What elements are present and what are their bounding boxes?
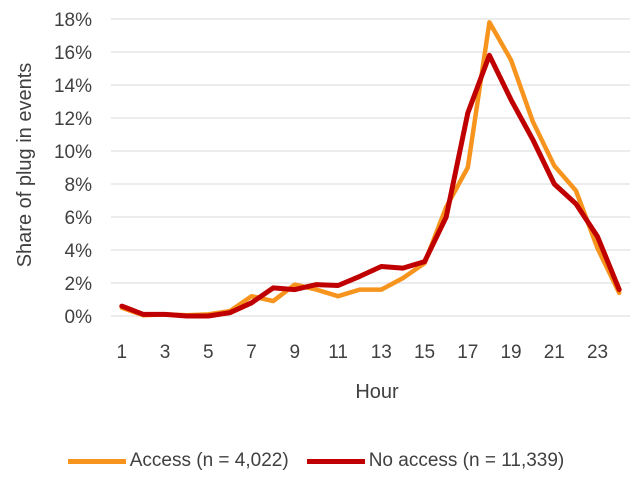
x-tick-label: 11 [328, 342, 348, 363]
legend: Access (n = 4,022) No access (n = 11,339… [0, 448, 632, 474]
x-tick-label: 21 [544, 342, 565, 363]
x-tick-label: 7 [246, 342, 257, 363]
legend-swatch-access [67, 458, 126, 464]
y-tick-label: 0% [65, 307, 93, 328]
legend-item-access: Access (n = 4,022) [67, 450, 289, 472]
series-layer [119, 20, 622, 319]
legend-swatch-no-access [306, 458, 365, 464]
legend-item-no-access: No access (n = 11,339) [306, 450, 565, 472]
legend-label-access: Access (n = 4,022) [129, 450, 289, 471]
y-tick-label: 16% [54, 43, 92, 64]
y-tick-label: 8% [65, 175, 93, 196]
series-line-no-access [119, 52, 622, 319]
x-tick-label: 23 [587, 342, 608, 363]
y-tick-label: 2% [65, 274, 93, 295]
y-tick-label: 10% [54, 142, 92, 163]
gridlines [111, 18, 630, 284]
x-tick-label: 13 [371, 342, 392, 363]
y-tick-label: 6% [65, 208, 93, 229]
x-tick-label: 19 [500, 342, 521, 363]
x-tick-label: 15 [414, 342, 435, 363]
legend-label-no-access: No access (n = 11,339) [368, 450, 565, 471]
x-tick-label: 17 [457, 342, 478, 363]
y-axis-title: Share of plug in events [14, 63, 36, 268]
y-axis-ticks: 0% 2% 4% 6% 8% 10% 12% 14% 16% 18% [54, 10, 92, 328]
x-tick-label: 1 [117, 342, 128, 363]
x-tick-label: 3 [160, 342, 171, 363]
y-tick-label: 12% [54, 109, 92, 130]
x-axis-title: Hour [355, 381, 399, 403]
y-tick-label: 14% [54, 76, 92, 97]
x-tick-label: 5 [203, 342, 214, 363]
y-tick-label: 18% [54, 10, 92, 31]
x-axis-ticks: 1 3 5 7 9 11 13 15 17 19 21 23 [117, 342, 609, 363]
y-tick-label: 4% [65, 241, 93, 262]
x-tick-label: 9 [290, 342, 301, 363]
